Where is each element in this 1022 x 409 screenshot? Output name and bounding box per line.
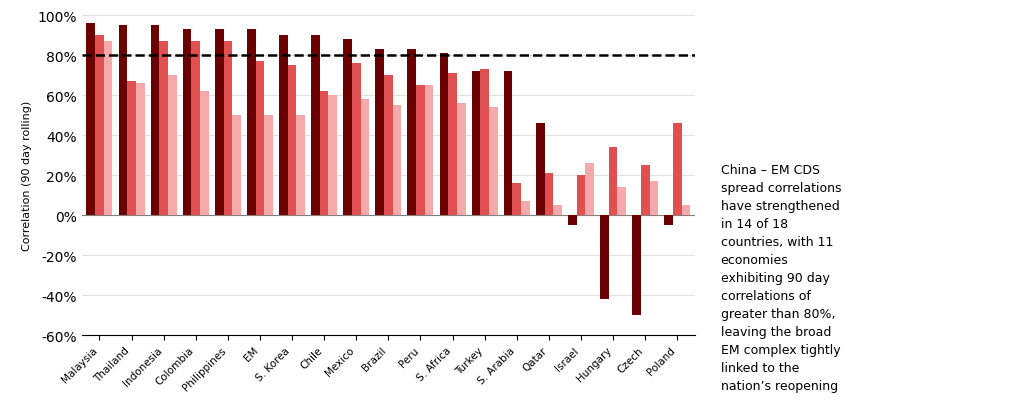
Bar (279, 36, 288, 216)
Bar (136, 84, 144, 216)
Bar (168, 76, 177, 216)
Bar (682, 206, 690, 216)
Bar (104, 42, 112, 216)
Bar (232, 116, 241, 216)
Bar (328, 96, 337, 216)
Bar (191, 42, 200, 216)
Bar (568, 216, 576, 226)
Bar (320, 92, 328, 216)
Bar (361, 100, 369, 216)
Bar (489, 108, 498, 216)
Bar (408, 50, 416, 216)
Bar (150, 26, 159, 216)
Bar (392, 106, 402, 216)
Bar (617, 188, 626, 216)
Bar (288, 66, 296, 216)
Bar (449, 74, 457, 216)
Bar (119, 26, 127, 216)
Bar (586, 164, 594, 216)
Bar (215, 30, 224, 216)
Bar (95, 36, 104, 216)
Bar (416, 86, 425, 216)
Bar (664, 216, 672, 226)
Bar (600, 216, 609, 299)
Bar (384, 76, 392, 216)
Bar (296, 116, 305, 216)
Y-axis label: Correlation (90 day rolling): Correlation (90 day rolling) (21, 101, 32, 251)
Bar (183, 30, 191, 216)
Bar (609, 148, 617, 216)
Bar (200, 92, 208, 216)
Bar (247, 30, 256, 216)
Bar (504, 72, 512, 216)
Bar (256, 62, 265, 216)
Bar (224, 42, 232, 216)
Bar (457, 104, 466, 216)
Bar (127, 82, 136, 216)
Bar (480, 70, 489, 216)
Bar (87, 24, 95, 216)
Bar (352, 64, 361, 216)
Bar (512, 184, 521, 216)
Bar (375, 50, 384, 216)
Bar (439, 54, 449, 216)
Bar (641, 166, 650, 216)
Text: China – EM CDS
spread correlations
have strengthened
in 14 of 18
countries, with: China – EM CDS spread correlations have … (721, 164, 841, 392)
Bar (576, 176, 586, 216)
Bar (521, 202, 529, 216)
Bar (545, 174, 553, 216)
Bar (343, 40, 352, 216)
Bar (472, 72, 480, 216)
Bar (536, 124, 545, 216)
Bar (650, 182, 658, 216)
Bar (425, 86, 433, 216)
Bar (265, 116, 273, 216)
Bar (311, 36, 320, 216)
Bar (553, 206, 562, 216)
Bar (672, 124, 682, 216)
Bar (159, 42, 168, 216)
Bar (633, 216, 641, 315)
